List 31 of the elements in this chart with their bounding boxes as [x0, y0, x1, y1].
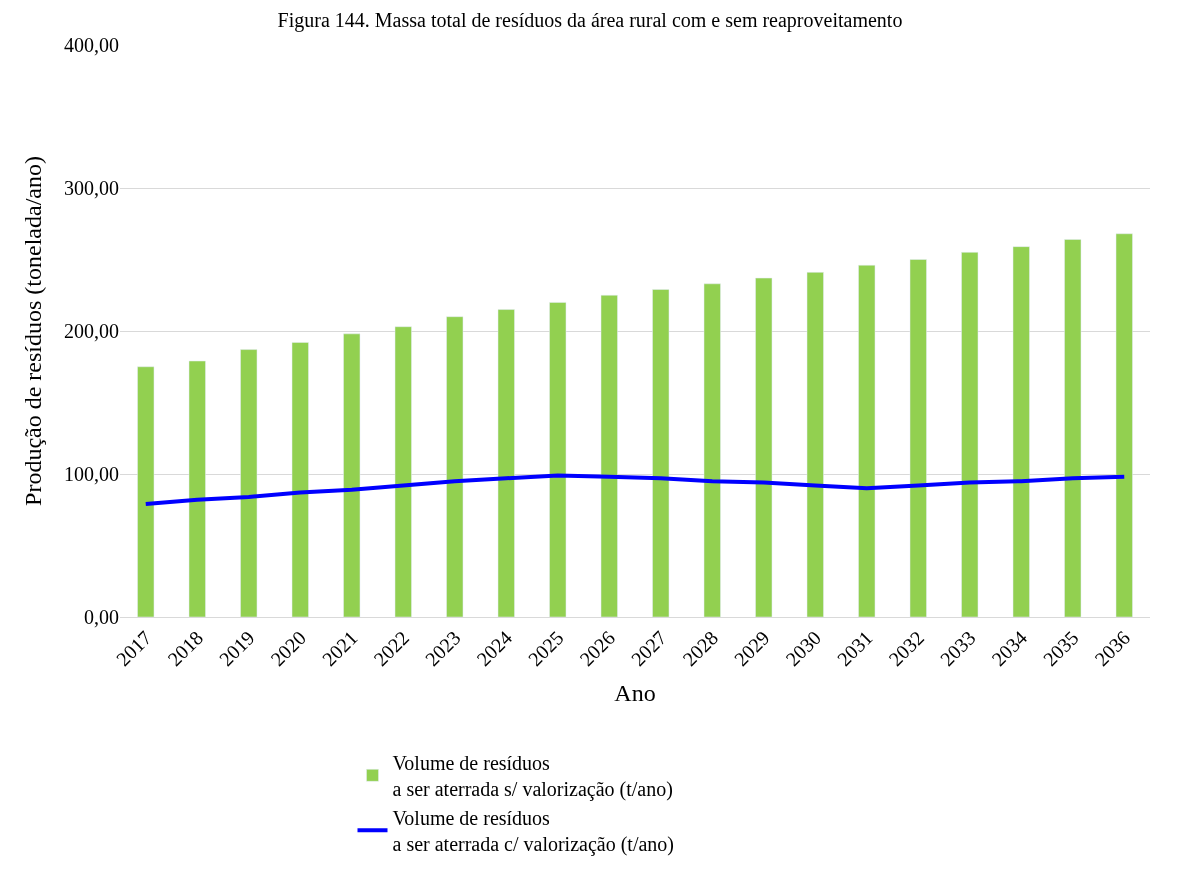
y-tick-label: 0,00 [84, 606, 119, 628]
legend-label: Volume de resíduos a ser aterrada c/ valorização (t/ano) [392, 807, 674, 857]
bar [703, 283, 721, 617]
x-axis-title: Ano [614, 680, 656, 707]
bar [1064, 239, 1082, 617]
bar [652, 289, 670, 617]
bar [394, 326, 412, 617]
bar [497, 309, 515, 617]
bar [858, 264, 876, 617]
bar [1012, 246, 1030, 617]
bar [291, 342, 309, 617]
bar [549, 302, 567, 617]
y-tick-label: 100,00 [64, 463, 119, 485]
bar [446, 316, 464, 617]
bar [806, 272, 824, 617]
y-tick-label: 400,00 [64, 34, 119, 56]
bar [600, 295, 618, 617]
y-tick-label: 200,00 [64, 320, 119, 342]
bar [137, 366, 155, 617]
legend-label: Volume de resíduos a ser aterrada s/ valorização (t/ano) [392, 752, 673, 802]
line-series [143, 473, 1127, 507]
bar [343, 333, 361, 617]
bar [755, 277, 773, 617]
bar [188, 360, 206, 617]
bar [240, 349, 258, 617]
bar [961, 252, 979, 617]
chart-title: Figura 144. Massa total de resíduos da área rural com e sem reaproveitamento [277, 9, 903, 33]
y-axis-title: Produção de resíduos (tonelada/ano) [20, 156, 47, 506]
bar [1115, 233, 1133, 617]
y-tick-label: 300,00 [64, 177, 119, 199]
bar [909, 259, 927, 617]
